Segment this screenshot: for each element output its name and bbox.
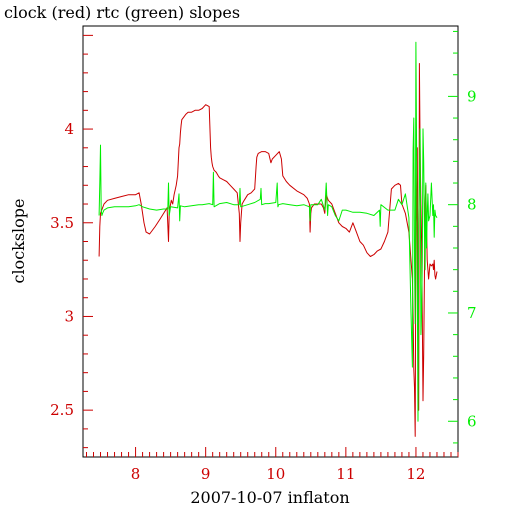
y-left-tick-label: 3	[64, 307, 74, 325]
x-tick-label: 11	[336, 465, 355, 483]
y-right-tick-label: 7	[467, 304, 477, 322]
x-tick-label: 8	[131, 465, 141, 483]
y-right-tick-label: 8	[467, 196, 477, 214]
x-tick-label: 9	[201, 465, 211, 483]
y-right-tick-label: 9	[467, 87, 477, 105]
chart-title: clock (red) rtc (green) slopes	[4, 3, 241, 22]
rtc-series-line	[98, 41, 438, 422]
x-tick-label: 12	[406, 465, 425, 483]
tick-labels-layer: 8 9 10 11 12 2.5 3 3.5 4 6 7 8 9	[50, 87, 476, 483]
plot-area-frame	[82, 25, 459, 458]
clock-series-line	[98, 63, 438, 437]
ticks-layer	[83, 30, 459, 457]
y-axis-title: clockslope	[9, 198, 28, 283]
y-right-tick-label: 6	[467, 412, 477, 430]
x-axis-title: 2007-10-07 inflaton	[190, 488, 349, 507]
series-layer	[98, 41, 438, 437]
x-tick-label: 10	[266, 465, 285, 483]
y-left-tick-label: 4	[64, 120, 74, 138]
y-left-tick-label: 2.5	[50, 401, 74, 419]
y-left-tick-label: 3.5	[50, 214, 74, 232]
